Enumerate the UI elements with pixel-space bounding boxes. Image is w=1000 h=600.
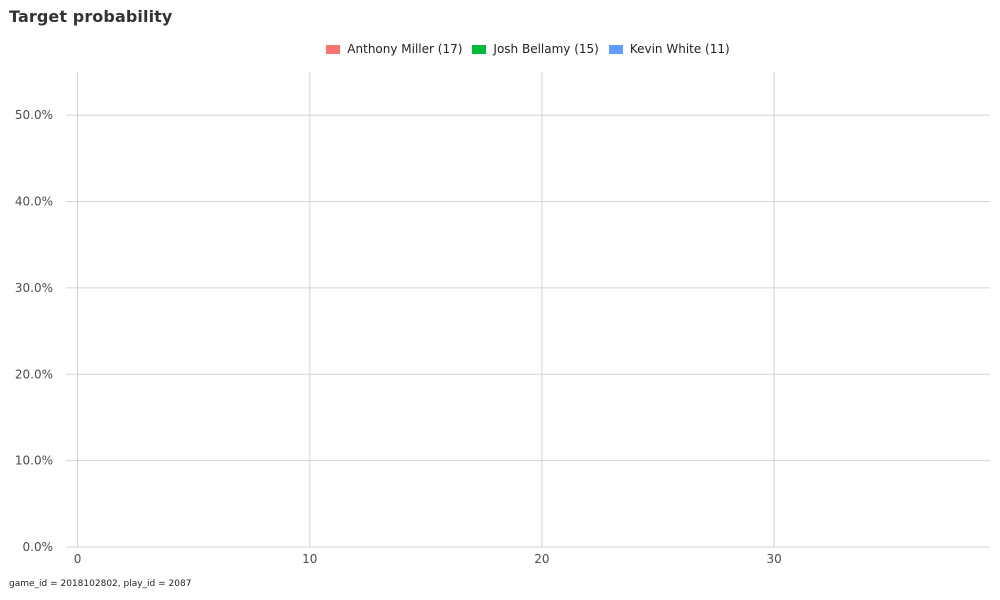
x-tick-label: 30 <box>766 552 781 566</box>
legend-label: Kevin White (11) <box>629 42 730 56</box>
legend-swatch <box>326 44 341 54</box>
x-tick-label: 20 <box>534 552 549 566</box>
x-tick-label: 10 <box>302 552 317 566</box>
chart-caption: game_id = 2018102802, play_id = 2087 <box>9 579 192 589</box>
legend-item: Kevin White (11) <box>608 42 730 56</box>
legend: Anthony Miller (17) Josh Bellamy (15) Kevi… <box>0 40 1000 58</box>
legend-swatch <box>472 44 487 54</box>
legend-label: Josh Bellamy (15) <box>493 42 599 56</box>
y-tick-label: 40.0% <box>15 195 53 209</box>
x-tick-label: 0 <box>74 552 82 566</box>
legend-label: Anthony Miller (17) <box>347 42 463 56</box>
y-tick-label: 10.0% <box>15 454 53 468</box>
tick-labels: 0.0% 10.0% 20.0% 30.0% 40.0% 50.0% 0 10 20 30 <box>15 108 782 566</box>
y-tick-label: 20.0% <box>15 367 53 381</box>
y-tick-label: 50.0% <box>15 108 53 122</box>
chart-title: Target probability <box>9 7 173 26</box>
legend-item: Anthony Miller (17) <box>326 42 462 56</box>
grid-lines <box>66 72 990 548</box>
legend-swatch <box>608 44 623 54</box>
legend-item: Josh Bellamy (15) <box>472 42 599 56</box>
y-tick-label: 30.0% <box>15 281 53 295</box>
y-tick-label: 0.0% <box>23 540 54 554</box>
